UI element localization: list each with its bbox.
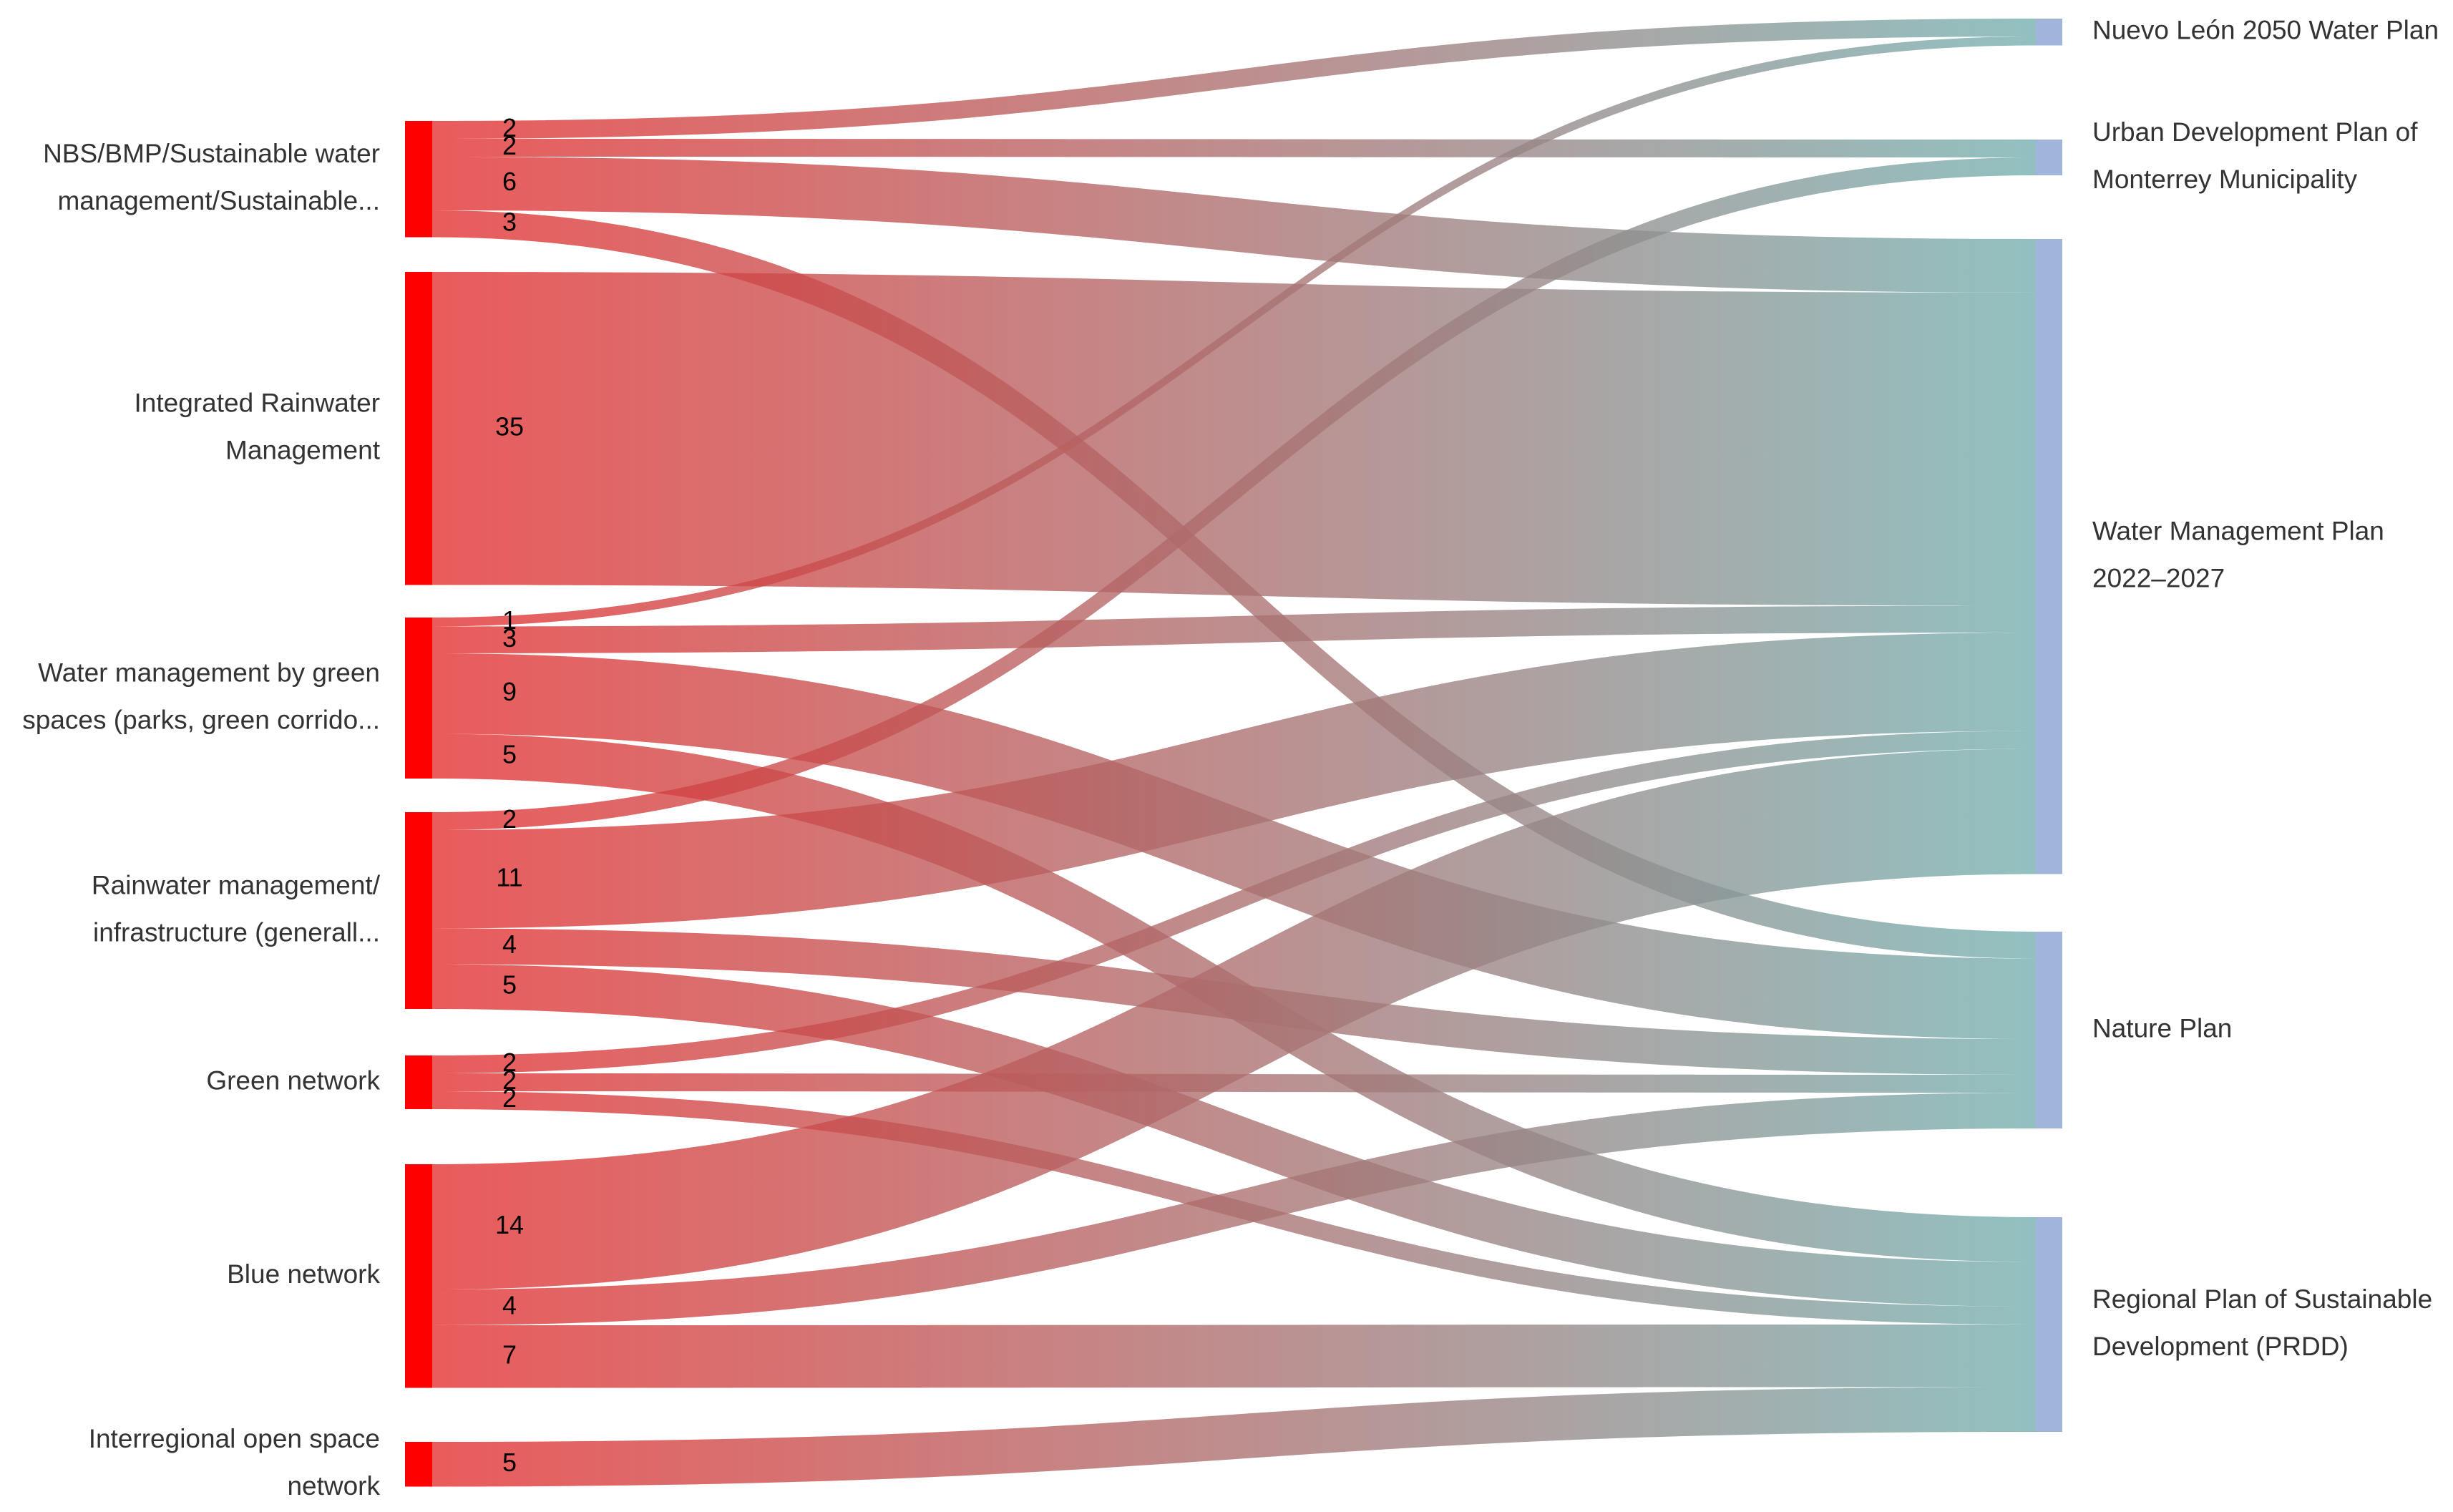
link-label: 2 (502, 804, 517, 834)
node-label: Urban Development Plan of (2092, 117, 2418, 147)
nodes (405, 19, 2062, 1487)
link-label: 14 (495, 1210, 524, 1239)
node-label: 2022–2027 (2092, 564, 2225, 593)
node-label: infrastructure (generall... (93, 917, 380, 947)
target-node (2036, 19, 2062, 46)
link (432, 633, 2036, 929)
source-node (405, 1164, 432, 1388)
target-node (2036, 932, 2062, 1128)
node-label: spaces (parks, green corrido... (22, 705, 380, 734)
link (432, 1093, 2036, 1325)
link-label: 2 (502, 113, 517, 142)
node-label: Monterrey Municipality (2092, 165, 2358, 194)
target-node (2036, 239, 2062, 874)
link-label: 4 (502, 930, 517, 959)
link (432, 157, 2036, 293)
link (432, 748, 2036, 1289)
link-label: 3 (502, 207, 517, 236)
link-label: 2 (502, 1083, 517, 1113)
node-label: Green network (206, 1065, 380, 1095)
source-node (405, 1442, 432, 1487)
link-label: 6 (502, 167, 517, 196)
link (432, 272, 2036, 606)
node-label: Water management by green (38, 658, 380, 687)
link (432, 1325, 2036, 1388)
node-label: Nature Plan (2092, 1013, 2232, 1043)
source-node (405, 121, 432, 238)
link (432, 964, 2036, 1307)
link-label: 3 (502, 623, 517, 653)
source-node (405, 272, 432, 585)
link (432, 605, 2036, 653)
link-label: 9 (502, 677, 517, 706)
labels: 22633513952114522214475NBS/BMP/Sustainab… (22, 16, 2439, 1501)
link (432, 731, 2036, 1073)
link-label: 5 (502, 739, 517, 769)
node-label: Blue network (227, 1259, 380, 1289)
node-label: Interregional open space (89, 1424, 380, 1453)
node-label: network (287, 1471, 380, 1501)
node-label: management/Sustainable... (58, 186, 380, 215)
link-label: 2 (502, 131, 517, 160)
node-label: Regional Plan of Sustainable (2092, 1284, 2432, 1314)
link-label: 5 (502, 970, 517, 999)
source-node (405, 1055, 432, 1109)
link (432, 19, 2036, 139)
source-node (405, 812, 432, 1009)
target-node (2036, 140, 2062, 175)
link (432, 1073, 2036, 1093)
node-label: Management (225, 436, 381, 465)
target-node (2036, 1217, 2062, 1432)
node-label: Development (PRDD) (2092, 1332, 2349, 1361)
links (432, 19, 2036, 1487)
link (432, 1387, 2036, 1487)
node-label: Rainwater management/ (92, 870, 381, 899)
node-label: Water Management Plan (2092, 517, 2384, 546)
link (432, 36, 2036, 627)
link-label: 4 (502, 1291, 517, 1320)
link (432, 157, 2036, 830)
link-label: 11 (496, 862, 522, 892)
link-label: 2 (502, 1048, 517, 1077)
node-label: Integrated Rainwater (135, 389, 380, 418)
node-label: NBS/BMP/Sustainable water (43, 139, 380, 168)
link-label: 5 (502, 1448, 517, 1477)
source-node (405, 618, 432, 779)
link-label: 7 (502, 1340, 517, 1369)
link-label: 35 (495, 411, 524, 441)
link (432, 139, 2036, 157)
node-label: Nuevo León 2050 Water Plan (2092, 16, 2439, 45)
link-label: 1 (502, 605, 517, 635)
link-label: 2 (502, 1065, 517, 1095)
